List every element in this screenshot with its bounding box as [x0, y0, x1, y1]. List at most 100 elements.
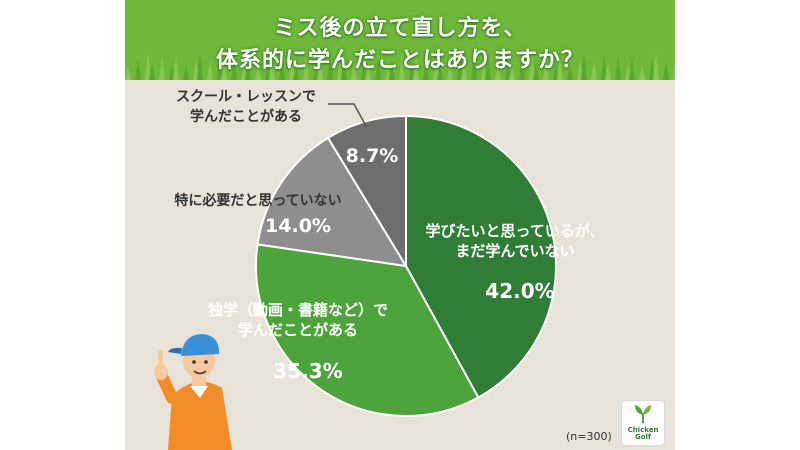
- slice-label-3-line-1: 学んだことがある: [190, 108, 302, 125]
- grass-blade: [241, 64, 247, 80]
- grass-blade: [135, 59, 141, 80]
- logo-leaf-icon: [635, 405, 651, 423]
- grass-blade: [351, 62, 357, 80]
- grass-blade: [481, 62, 487, 80]
- leader-line-school: [328, 103, 367, 127]
- grass-blade: [553, 63, 559, 80]
- grass-blade: [413, 54, 419, 80]
- grass-blade: [173, 56, 179, 80]
- grass-blade: [495, 64, 501, 80]
- grass-blade: [509, 66, 515, 80]
- grass-blade: [457, 51, 463, 80]
- grass-blade: [231, 55, 237, 80]
- grass-blade: [409, 61, 415, 80]
- grass-blade: [601, 53, 607, 80]
- leader-lines: [328, 103, 367, 127]
- grass-blade: [279, 61, 285, 80]
- slice-label-1-line-1: 学んだことがある: [238, 321, 358, 339]
- grass-blade: [567, 65, 573, 80]
- grass-blade: [389, 59, 395, 80]
- grass-blade: [255, 66, 261, 80]
- golfer-illustration: [154, 334, 232, 450]
- grass-blade: [519, 59, 525, 80]
- grass-blade: [615, 55, 621, 80]
- grass-blade: [313, 65, 319, 80]
- grass-blade: [361, 55, 367, 80]
- grass-blade: [341, 53, 347, 80]
- grass-blade: [265, 59, 271, 80]
- grass-blade: [447, 58, 453, 80]
- grass-blade: [577, 58, 583, 80]
- grass-blade: [437, 65, 443, 80]
- chicken-golf-logo: Chicken Golf: [621, 400, 665, 446]
- slice-value-1: 35.3%: [273, 359, 342, 383]
- grass-blade: [337, 60, 343, 80]
- grass-background: [125, 0, 675, 80]
- slice-label-3-line-0: スクール・レッスンで: [176, 89, 316, 105]
- grass-blade: [673, 62, 675, 80]
- grass-blade: [591, 60, 597, 80]
- grass-blade: [289, 54, 295, 80]
- grass-blade: [221, 62, 227, 80]
- pie-slice-1: [255, 243, 480, 417]
- grass-blade: [375, 57, 381, 80]
- grass-blade: [557, 56, 563, 80]
- grass-blade: [581, 51, 587, 80]
- grass-blade: [245, 57, 251, 80]
- grass-blade: [461, 60, 467, 80]
- title-banner: ミス後の立て直し方を、 体系的に学んだことはありますか？: [125, 0, 675, 80]
- grass-blade: [183, 65, 189, 80]
- title-line-2: 体系的に学んだことはありますか？: [215, 48, 584, 73]
- grass-blade: [317, 58, 323, 80]
- grass-blade: [653, 52, 659, 80]
- grass-blade: [625, 64, 631, 80]
- grass-blade: [197, 51, 203, 80]
- grass-blade: [145, 52, 151, 80]
- grass-blade: [605, 62, 611, 80]
- pie-slice-0: [405, 114, 557, 399]
- slice-label-2-line-0: 特に必要だと思っていない: [174, 192, 341, 209]
- grass-blade: [193, 58, 199, 80]
- grass-blade: [125, 66, 131, 80]
- grass-blade: [663, 61, 669, 80]
- title-line-1: ミス後の立て直し方を、: [273, 16, 527, 41]
- grass-blade: [399, 52, 405, 80]
- grass-blade: [293, 63, 299, 80]
- grass-blade: [159, 54, 165, 80]
- grass-blade: [543, 54, 549, 80]
- grass-blade: [423, 63, 429, 80]
- grass-blade: [629, 57, 635, 80]
- grass-blade: [303, 56, 309, 80]
- grass-blade: [485, 55, 491, 80]
- grass-blade: [207, 60, 213, 80]
- grass-blade: [365, 64, 371, 80]
- grass-blade: [269, 52, 275, 80]
- pie-slice-2: [256, 136, 408, 268]
- grass-blade: [327, 51, 333, 80]
- slice-labels: 学びたいと思っているが、まだ学んでいない42.0%独学（動画・書籍など）で学んだ…: [174, 89, 604, 383]
- logo-text-line-2: Golf: [635, 433, 651, 441]
- sample-size-note: (n=300): [566, 430, 612, 443]
- grass-blade: [471, 53, 477, 80]
- grass-blade: [149, 61, 155, 80]
- slice-label-0-line-1: まだ学んでいない: [455, 242, 574, 260]
- slice-value-2: 14.0%: [265, 215, 331, 237]
- grass-blade: [505, 57, 511, 80]
- slice-value-3: 8.7%: [346, 145, 399, 167]
- slice-label-1-line-0: 独学（動画・書籍など）で: [208, 301, 388, 319]
- pie-slices: [255, 114, 557, 417]
- pie-slice-3: [326, 114, 407, 270]
- grass-blade: [649, 59, 655, 80]
- grass-blade: [169, 63, 175, 80]
- grass-blade: [533, 61, 539, 80]
- grass-blade: [639, 66, 645, 80]
- logo-text-line-1: Chicken: [627, 426, 659, 434]
- grass-blade: [433, 56, 439, 80]
- grass-blade: [529, 52, 535, 80]
- slice-value-0: 42.0%: [485, 279, 554, 303]
- slice-label-0-line-0: 学びたいと思っているが、: [426, 222, 605, 240]
- logo-text: Chicken Golf: [622, 427, 664, 441]
- grass-blade: [217, 53, 223, 80]
